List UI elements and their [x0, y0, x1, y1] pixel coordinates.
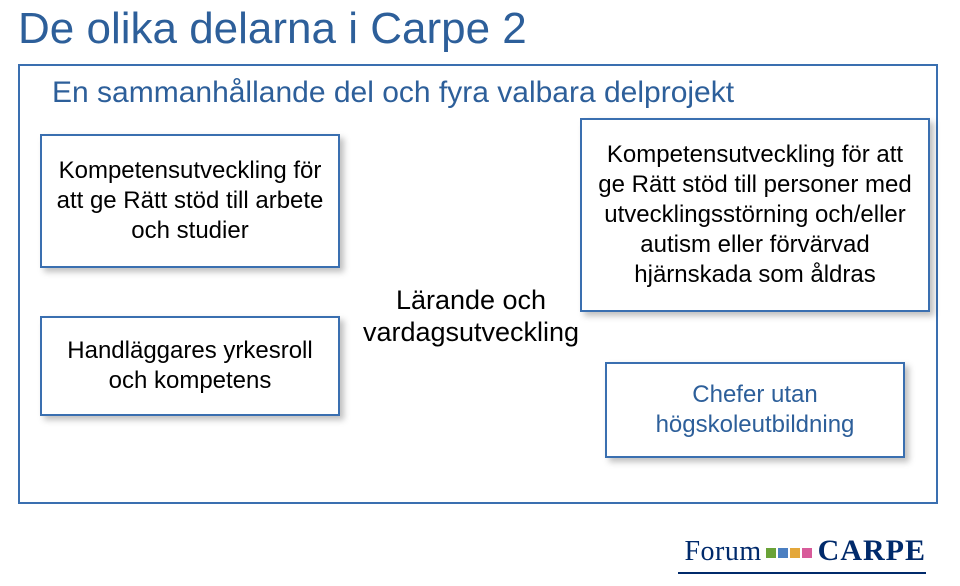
box-top-right-text: Kompetensutveckling för att ge Rätt stöd…	[594, 140, 916, 290]
logo-forum-text: Forum	[684, 536, 761, 568]
page-title: De olika delarna i Carpe 2	[18, 4, 527, 54]
box-top-right: Kompetensutveckling för att ge Rätt stöd…	[580, 118, 930, 312]
logo-squares	[766, 548, 812, 558]
logo-square-4	[802, 548, 812, 558]
logo-square-2	[778, 548, 788, 558]
logo-square-1	[766, 548, 776, 558]
outer-container: En sammanhållande del och fyra valbara d…	[18, 64, 938, 504]
logo-carpe-text: CARPE	[818, 534, 926, 568]
box-bottom-right-text: Chefer utan högskoleutbildning	[619, 380, 891, 440]
box-top-left: Kompetensutveckling för att ge Rätt stöd…	[40, 134, 340, 268]
logo: Forum CARPE	[684, 534, 926, 568]
box-bottom-right: Chefer utan högskoleutbildning	[605, 362, 905, 458]
box-bottom-left-text: Handläggares yrkesroll och kompetens	[54, 336, 326, 396]
logo-underline	[678, 572, 926, 574]
logo-square-3	[790, 548, 800, 558]
subtitle: En sammanhållande del och fyra valbara d…	[52, 76, 734, 110]
center-label: Lärande och vardagsutveckling	[346, 284, 596, 349]
box-bottom-left: Handläggares yrkesroll och kompetens	[40, 316, 340, 416]
box-top-left-text: Kompetensutveckling för att ge Rätt stöd…	[54, 156, 326, 246]
